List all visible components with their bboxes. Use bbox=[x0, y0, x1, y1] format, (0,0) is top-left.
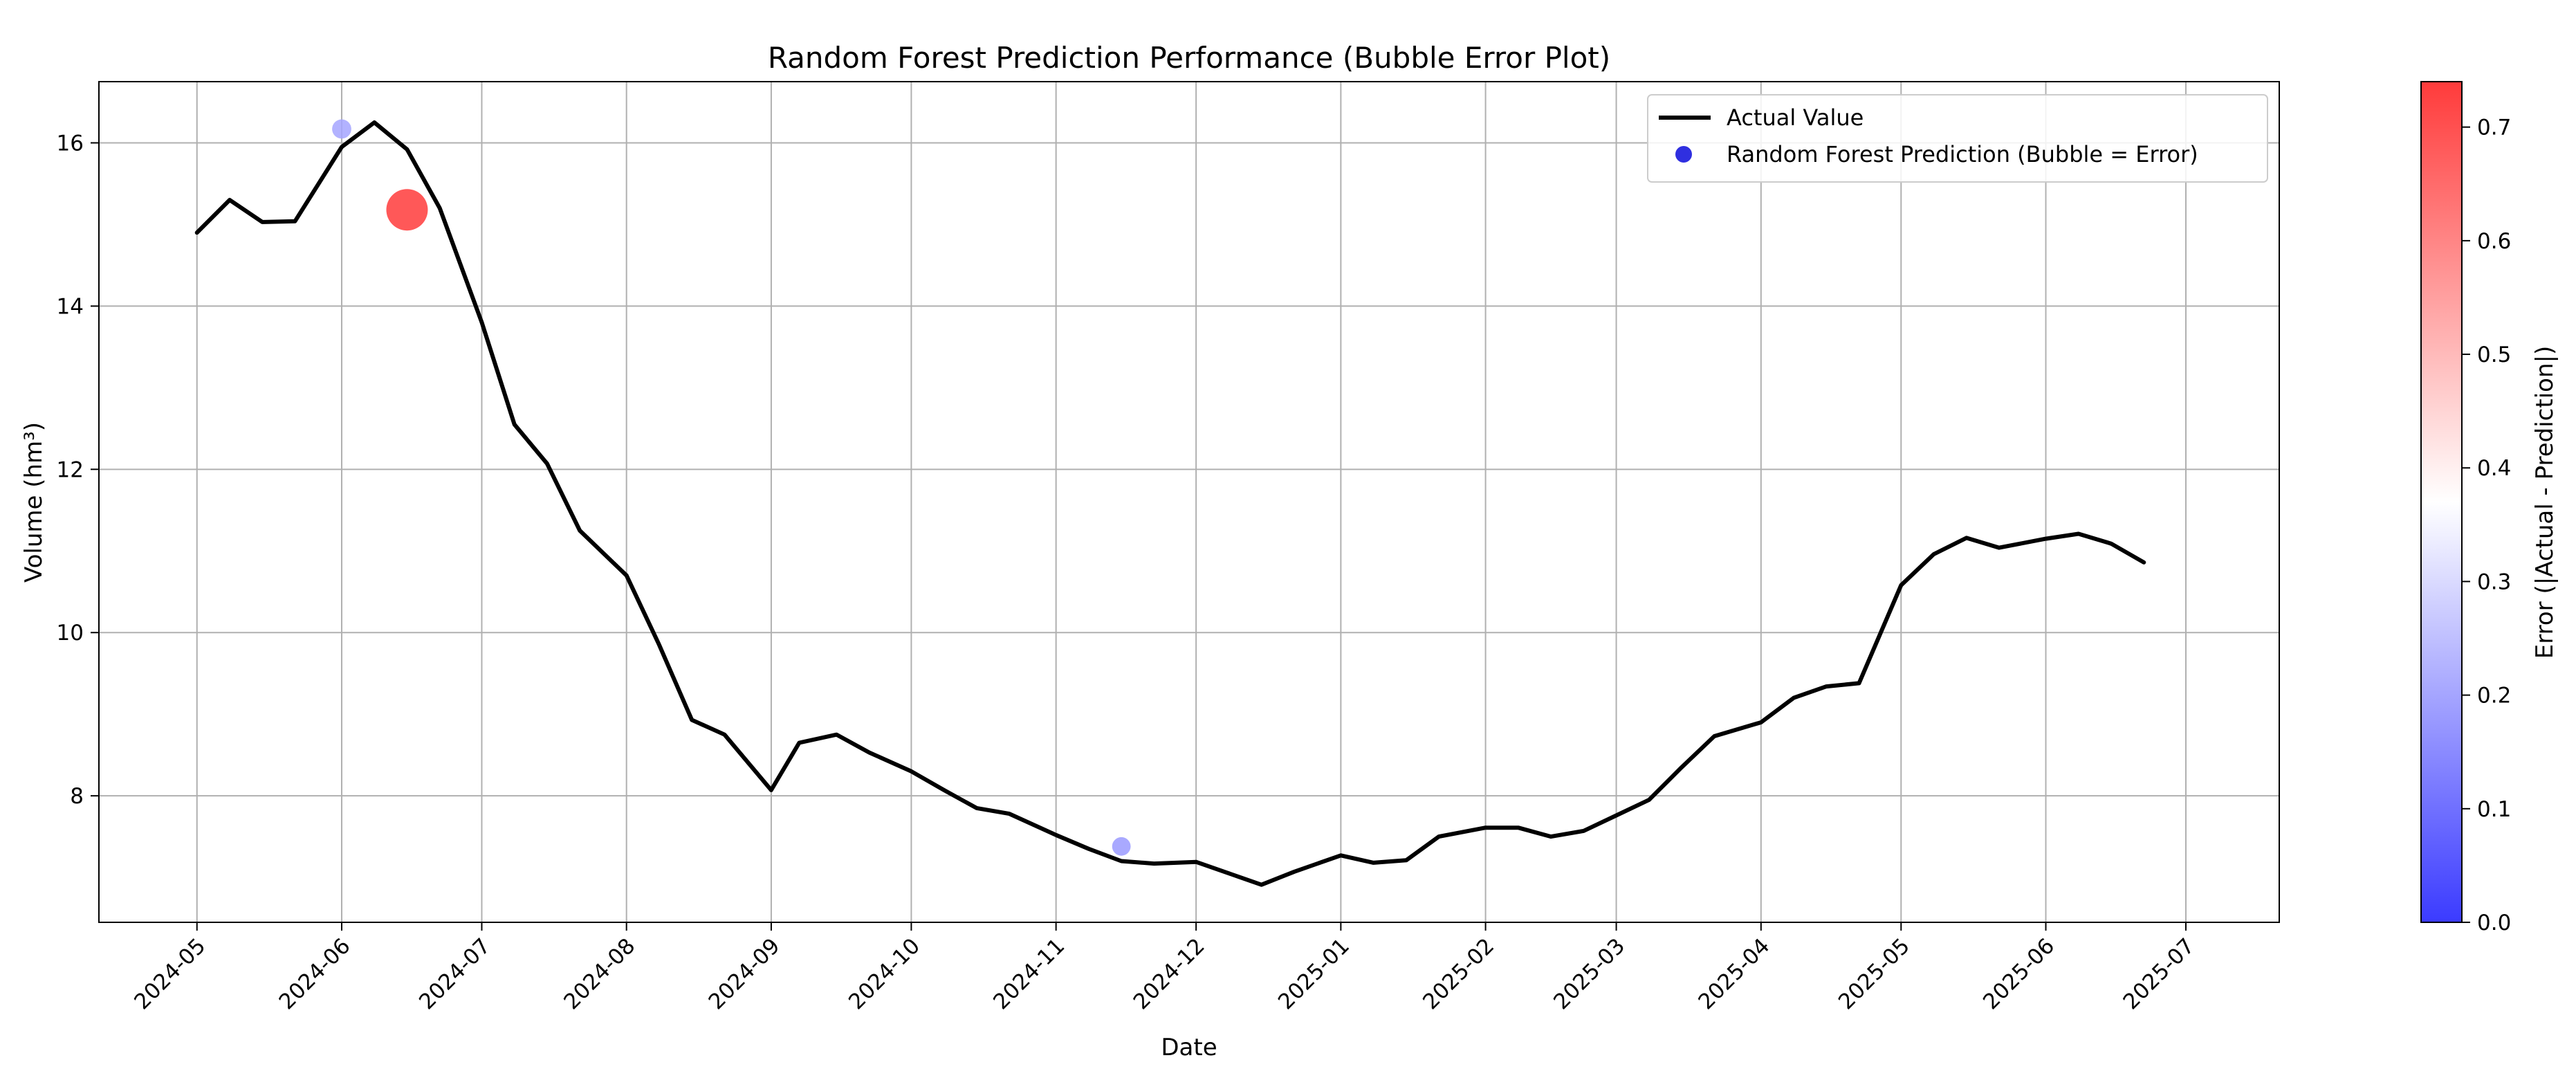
legend: Actual Value Random Forest Prediction (B… bbox=[1647, 94, 2268, 183]
x-axis-label: Date bbox=[1161, 1034, 1217, 1061]
y-tick-label: 12 bbox=[57, 457, 84, 482]
prediction-bubble bbox=[332, 119, 351, 139]
x-tick-label: 2025-07 bbox=[2119, 933, 2200, 1014]
x-tick-label: 2025-01 bbox=[1273, 933, 1354, 1014]
colorbar-tick-label: 0.1 bbox=[2477, 797, 2511, 822]
x-tick-label: 2024-10 bbox=[844, 933, 925, 1014]
y-tick-label: 16 bbox=[57, 131, 84, 156]
y-tick-label: 8 bbox=[70, 784, 84, 809]
chart-title: Random Forest Prediction Performance (Bu… bbox=[768, 41, 1610, 75]
colorbar-tick-label: 0.3 bbox=[2477, 569, 2511, 594]
colorbar-tick-label: 0.7 bbox=[2477, 116, 2511, 140]
legend-bubble-swatch bbox=[1675, 146, 1692, 163]
colorbar-tick-label: 0.5 bbox=[2477, 342, 2511, 367]
prediction-bubbles bbox=[332, 119, 1131, 856]
colorbar-tick-label: 0.4 bbox=[2477, 456, 2511, 481]
x-tick-label: 2025-02 bbox=[1418, 933, 1499, 1014]
prediction-bubble bbox=[1112, 837, 1131, 856]
colorbar: 0.0 0.1 0.2 0.3 0.4 0.5 0.6 0.7 Error (|Actual … bbox=[2420, 81, 2559, 935]
colorbar-tick-label: 0.2 bbox=[2477, 684, 2511, 709]
colorbar-label: Error (|Actual - Prediction|) bbox=[2531, 346, 2559, 659]
x-tick-label: 2025-06 bbox=[1978, 933, 2059, 1014]
x-tick-label: 2024-05 bbox=[129, 933, 210, 1014]
colorbar-tick-label: 0.0 bbox=[2477, 911, 2511, 935]
legend-label-prediction: Random Forest Prediction (Bubble = Error… bbox=[1727, 141, 2198, 167]
x-axis-ticks: 2024-05 2024-06 2024-07 2024-08 2024-09 2024-… bbox=[129, 922, 2200, 1014]
y-axis-ticks: 8 10 12 14 16 bbox=[57, 131, 99, 809]
x-tick-label: 2024-07 bbox=[414, 933, 495, 1014]
x-tick-label: 2024-12 bbox=[1129, 933, 1210, 1014]
x-tick-label: 2025-05 bbox=[1834, 933, 1915, 1014]
x-tick-label: 2024-08 bbox=[559, 933, 640, 1014]
x-tick-label: 2025-03 bbox=[1549, 933, 1630, 1014]
y-tick-label: 10 bbox=[57, 621, 84, 646]
plot-area bbox=[98, 81, 2280, 923]
y-axis-label: Volume (hm³) bbox=[20, 422, 48, 583]
colorbar-ticks: 0.0 0.1 0.2 0.3 0.4 0.5 0.6 0.7 bbox=[2462, 116, 2511, 935]
legend-box bbox=[1647, 94, 2268, 183]
x-tick-label: 2024-09 bbox=[704, 933, 785, 1014]
colorbar-tick-label: 0.6 bbox=[2477, 229, 2511, 254]
grid bbox=[99, 82, 2279, 922]
x-tick-label: 2025-04 bbox=[1693, 933, 1774, 1014]
prediction-bubble bbox=[386, 189, 428, 231]
actual-value-line bbox=[194, 120, 2146, 887]
x-tick-label: 2024-06 bbox=[275, 933, 356, 1014]
y-tick-label: 14 bbox=[57, 294, 84, 319]
legend-label-actual: Actual Value bbox=[1727, 104, 1864, 131]
x-tick-label: 2024-11 bbox=[988, 933, 1069, 1014]
colorbar-gradient bbox=[2420, 81, 2463, 923]
